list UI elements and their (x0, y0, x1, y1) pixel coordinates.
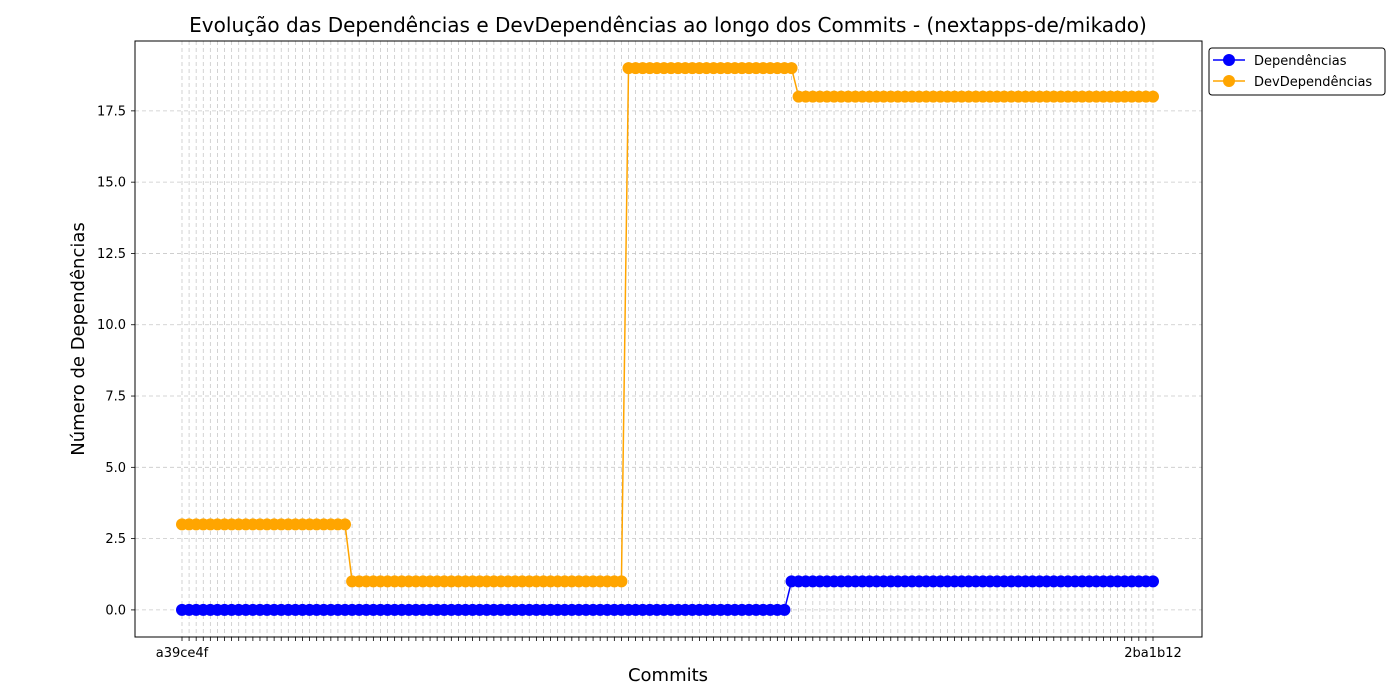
x-grid (181, 41, 1154, 637)
y-tick-label: 7.5 (105, 390, 126, 405)
y-tick-label: 2.5 (105, 532, 126, 547)
legend: Dependências DevDependências (1208, 47, 1386, 96)
series-dependencias (176, 575, 1159, 616)
y-tick-label: 15.0 (97, 176, 126, 191)
x-tick-label-last: 2ba1b12 (1124, 646, 1182, 661)
legend-label-devdependencias: DevDependências (1254, 75, 1372, 90)
data-point (339, 518, 352, 531)
data-point (615, 575, 628, 588)
y-tick-label: 5.0 (105, 461, 126, 476)
y-tick-label: 0.0 (105, 603, 126, 618)
y-axis-label: Número de Dependências (68, 222, 89, 456)
plot-frame (134, 40, 1203, 638)
y-tick-label: 17.5 (97, 104, 126, 119)
data-point (1147, 90, 1159, 103)
y-axis-ticks: 0.0 2.5 5.0 7.5 10.0 12.5 15.0 17.5 (97, 104, 135, 618)
series-devdependencias (176, 62, 1159, 588)
x-tick-label-first: a39ce4f (156, 646, 209, 661)
data-point (778, 603, 791, 616)
data-point (785, 62, 798, 75)
legend-marker-devdependencias (1223, 75, 1235, 87)
data-point (1147, 575, 1159, 588)
legend-label-dependencias: Dependências (1254, 54, 1347, 69)
chart-title: Evolução das Dependências e DevDependênc… (189, 13, 1147, 37)
series-layer (176, 62, 1159, 616)
x-axis-ticks: a39ce4f 2ba1b12 (156, 637, 1182, 661)
legend-marker-dependencias (1223, 54, 1235, 66)
y-tick-label: 12.5 (97, 247, 126, 262)
x-axis-label: Commits (628, 665, 708, 686)
legend-box (1208, 47, 1386, 96)
y-tick-label: 10.0 (97, 318, 126, 333)
